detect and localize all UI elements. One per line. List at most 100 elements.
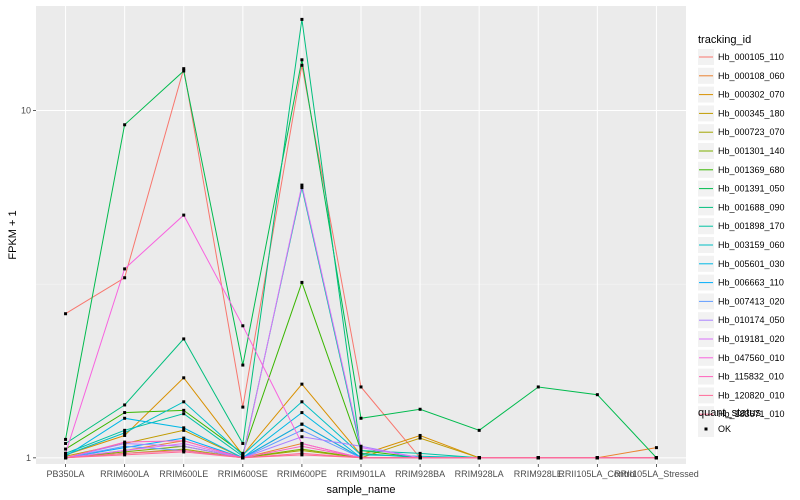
data-point: [359, 453, 363, 457]
legend-label: Hb_000108_060: [718, 71, 785, 81]
data-point: [300, 411, 304, 415]
legend-label: Hb_000105_110: [718, 52, 784, 62]
data-point: [64, 437, 68, 441]
data-point: [359, 448, 363, 452]
data-point: [418, 454, 422, 458]
legend-label: Hb_003159_060: [718, 240, 785, 250]
data-point: [300, 453, 304, 457]
data-point: [359, 446, 363, 450]
data-point: [418, 433, 422, 437]
legend-label: Hb_000302_070: [718, 90, 785, 100]
x-tick-label: RRIM600SE: [218, 469, 268, 479]
x-tick-label: RRII105LA_Control: [558, 469, 636, 479]
data-point: [300, 447, 304, 451]
data-point: [182, 400, 186, 404]
legend-title: tracking_id: [698, 34, 751, 46]
data-point: [300, 58, 304, 62]
series-legend: tracking_id Hb_000105_110 Hb_000108_060 Hb…: [698, 34, 785, 423]
data-point: [64, 447, 68, 451]
data-point: [123, 411, 127, 415]
data-point: [300, 183, 304, 187]
data-point: [182, 69, 186, 73]
data-point: [241, 405, 245, 409]
y-axis-ticks: 1 10: [21, 106, 36, 463]
y-tick-label: 10: [21, 106, 31, 116]
data-point: [300, 441, 304, 445]
data-point: [300, 17, 304, 21]
data-point: [536, 385, 540, 389]
data-point: [241, 453, 245, 457]
legend-label: Hb_001301_140: [718, 146, 785, 156]
x-tick-label: RRIM928BA: [395, 469, 445, 479]
data-point: [182, 448, 186, 452]
shape-legend-label: OK: [718, 424, 731, 434]
data-point: [182, 213, 186, 217]
data-point: [182, 439, 186, 443]
data-point: [241, 363, 245, 367]
legend-label: Hb_005601_030: [718, 259, 785, 269]
y-tick-label: 1: [26, 453, 31, 463]
data-point: [241, 441, 245, 445]
data-point: [123, 416, 127, 420]
data-point: [64, 441, 68, 445]
data-point: [182, 408, 186, 412]
x-tick-label: RRIM901LA: [336, 469, 385, 479]
data-point: [654, 446, 658, 450]
data-point: [182, 441, 186, 445]
x-tick-label: RRIM600LA: [100, 469, 149, 479]
data-point: [300, 63, 304, 67]
data-point: [300, 428, 304, 432]
x-tick-label: RRIM600LE: [159, 469, 208, 479]
data-point: [359, 385, 363, 389]
series-points: [64, 17, 658, 460]
data-point: [300, 280, 304, 284]
data-point: [182, 428, 186, 432]
data-point: [418, 451, 422, 455]
x-axis-ticks: PB350LA RRIM600LA RRIM600LE RRIM600SE RRIM60…: [47, 464, 699, 479]
x-axis-title: sample_name: [326, 484, 395, 496]
data-point: [300, 186, 304, 190]
data-point: [300, 435, 304, 439]
legend-label: Hb_001369_680: [718, 165, 785, 175]
legend-label: Hb_001391_050: [718, 184, 785, 194]
data-point: [300, 382, 304, 386]
data-point: [64, 456, 68, 460]
data-point: [418, 407, 422, 411]
shape-legend-point: [704, 427, 708, 431]
data-point: [654, 456, 658, 460]
data-point: [123, 428, 127, 432]
x-tick-label: PB350LA: [47, 469, 85, 479]
data-point: [182, 337, 186, 341]
data-point: [64, 454, 68, 458]
data-point: [123, 444, 127, 448]
data-point: [182, 376, 186, 380]
shape-legend-title: quant_status: [698, 407, 761, 419]
legend-label: Hb_010174_050: [718, 315, 785, 325]
data-point: [123, 403, 127, 407]
data-point: [123, 451, 127, 455]
legend-label: Hb_006663_110: [718, 278, 784, 288]
x-tick-label: RRIM600PE: [277, 469, 327, 479]
legend-label: Hb_000345_180: [718, 108, 785, 118]
legend-label: Hb_019181_020: [718, 334, 785, 344]
legend-label: Hb_001898_170: [718, 221, 785, 231]
legend-label: Hb_007413_020: [718, 296, 785, 306]
x-tick-label: RRII105LA_Stressed: [614, 469, 699, 479]
data-point: [182, 412, 186, 416]
legend-label: Hb_120820_010: [718, 390, 785, 400]
data-point: [123, 123, 127, 127]
data-point: [536, 456, 540, 460]
data-point: [182, 436, 186, 440]
x-tick-label: RRIM928LA: [455, 469, 504, 479]
data-point: [300, 422, 304, 426]
legend-label: Hb_000723_070: [718, 127, 785, 137]
data-point: [182, 67, 186, 71]
data-point: [241, 456, 245, 460]
data-point: [123, 267, 127, 271]
x-tick-label: RRIM928LE: [514, 469, 563, 479]
data-point: [300, 400, 304, 404]
data-point: [182, 444, 186, 448]
legend-label: Hb_115832_010: [718, 372, 784, 382]
data-point: [64, 312, 68, 316]
data-point: [418, 436, 422, 440]
